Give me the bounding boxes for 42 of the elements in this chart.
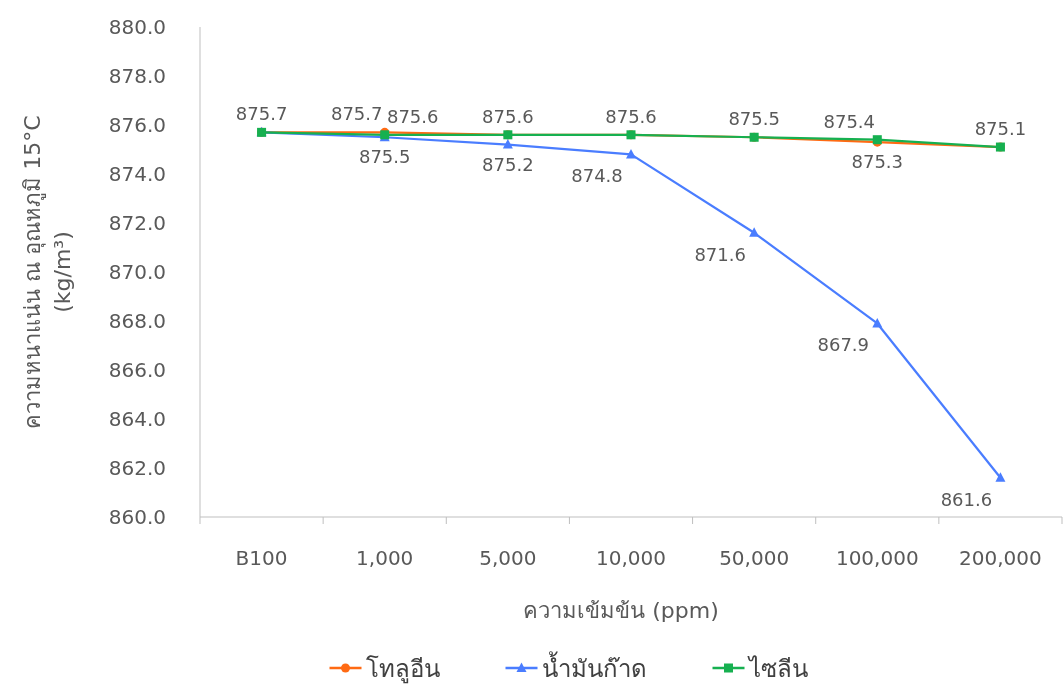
data-label: 875.2: [482, 153, 534, 175]
x-tick-label: 50,000: [719, 546, 790, 570]
y-tick-label: 880.0: [108, 15, 166, 39]
legend-label: ไซลีน: [746, 655, 808, 683]
data-label: 875.3: [851, 151, 904, 173]
y-tick-label: 870.0: [108, 260, 166, 284]
y-tick-label: 874.0: [108, 162, 166, 186]
legend-label: โทลูอีน: [365, 655, 440, 684]
point: [749, 227, 760, 237]
x-tick-label: B100: [235, 546, 288, 570]
y-axis-title: ความหนาแน่น ณ อุณหภูมิ 15°C (kg/m³): [20, 115, 75, 429]
data-label: 875.6: [482, 105, 534, 127]
x-axis-title: ความเข้มข้น (ppm): [523, 598, 719, 623]
x-tick-label: 100,000: [835, 546, 919, 570]
y-tick-label: 876.0: [108, 113, 166, 137]
data-label: 874.8: [571, 165, 623, 187]
y-tick-label: 862.0: [108, 456, 166, 480]
y-tick-label: 868.0: [108, 309, 166, 333]
y-tick-label: 860.0: [108, 505, 166, 529]
data-label: 875.4: [823, 110, 876, 132]
x-tick-label: 5,000: [479, 546, 537, 570]
x-tick-label: 1,000: [356, 546, 414, 570]
data-label: 875.6: [386, 105, 439, 127]
data-label: 875.5: [728, 108, 780, 130]
data-label: 875.5: [358, 146, 411, 168]
data-label: 875.7: [330, 103, 383, 125]
x-tick-label: 10,000: [596, 546, 666, 570]
y-tick-label: 878.0: [108, 64, 166, 88]
data-label: 875.1: [974, 118, 1027, 140]
y-tick-label: 864.0: [108, 407, 166, 431]
data-label: 867.9: [817, 334, 870, 356]
legend-label: น้ำมันก๊าด: [541, 651, 647, 683]
data-label: 875.7: [235, 103, 288, 125]
data-label: 875.6: [605, 105, 657, 127]
point: [502, 139, 513, 149]
y-tick-label: 872.0: [108, 211, 166, 235]
data-label: 861.6: [940, 488, 993, 510]
point: [995, 472, 1006, 482]
x-tick-label: 200,000: [959, 546, 1042, 570]
y-tick-label: 866.0: [108, 358, 166, 382]
point: [872, 317, 883, 328]
data-label: 871.6: [694, 243, 746, 265]
